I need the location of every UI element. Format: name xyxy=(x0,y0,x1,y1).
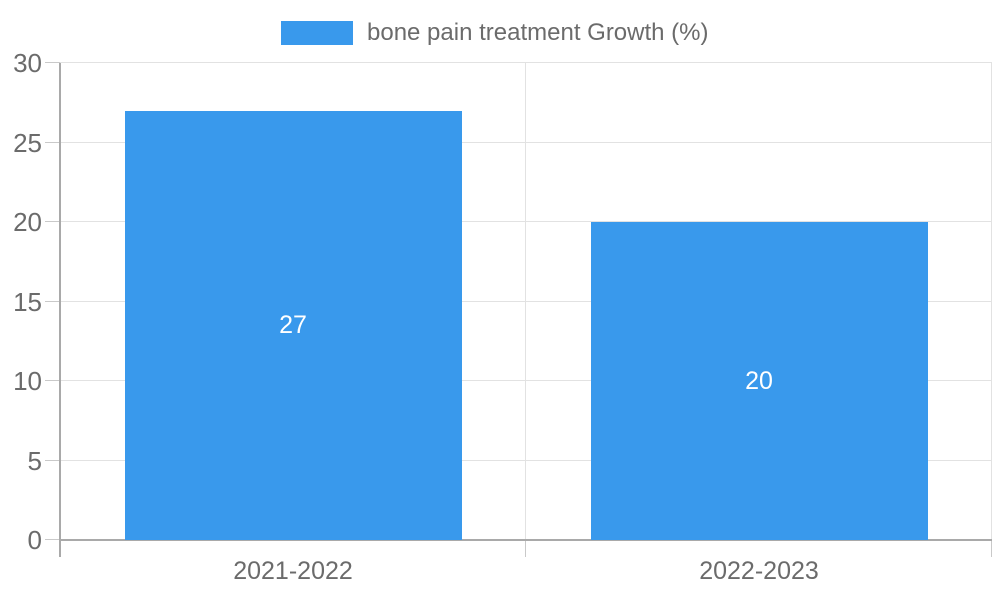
x-axis-label-1: 2022-2023 xyxy=(699,557,819,585)
x-axis-line xyxy=(60,539,992,541)
legend-label: bone pain treatment Growth (%) xyxy=(367,19,709,46)
y-axis-label-5: 5 xyxy=(27,446,42,476)
y-tick-10 xyxy=(45,380,60,381)
bar-value-label-1: 20 xyxy=(745,367,773,395)
y-axis-line xyxy=(59,63,61,557)
gridline-x-1 xyxy=(525,63,526,540)
x-tick-1 xyxy=(525,540,526,557)
gridline-y-30 xyxy=(60,62,992,63)
y-tick-0 xyxy=(45,539,60,540)
gridline-y-5 xyxy=(60,460,992,461)
legend-swatch xyxy=(281,21,353,45)
legend[interactable]: bone pain treatment Growth (%) xyxy=(281,21,709,45)
gridline-y-25 xyxy=(60,142,992,143)
gridline-y-10 xyxy=(60,380,992,381)
y-tick-25 xyxy=(45,142,60,143)
y-axis-label-10: 10 xyxy=(13,366,42,396)
gridline-y-15 xyxy=(60,301,992,302)
y-axis-label-15: 15 xyxy=(13,287,42,317)
x-tick-2 xyxy=(991,540,992,557)
bar-value-label-0: 27 xyxy=(279,311,307,339)
y-tick-5 xyxy=(45,460,60,461)
x-axis-label-0: 2021-2022 xyxy=(233,557,353,585)
y-axis-label-0: 0 xyxy=(27,525,42,555)
y-tick-30 xyxy=(45,62,60,63)
y-tick-15 xyxy=(45,301,60,302)
bar-2022-2023[interactable] xyxy=(591,222,928,540)
y-tick-20 xyxy=(45,221,60,222)
bar-2021-2022[interactable] xyxy=(125,111,462,540)
y-axis-label-25: 25 xyxy=(13,128,42,158)
gridline-x-2 xyxy=(991,63,992,540)
gridline-y-20 xyxy=(60,221,992,222)
y-axis-label-30: 30 xyxy=(13,48,42,78)
y-axis-label-20: 20 xyxy=(13,207,42,237)
